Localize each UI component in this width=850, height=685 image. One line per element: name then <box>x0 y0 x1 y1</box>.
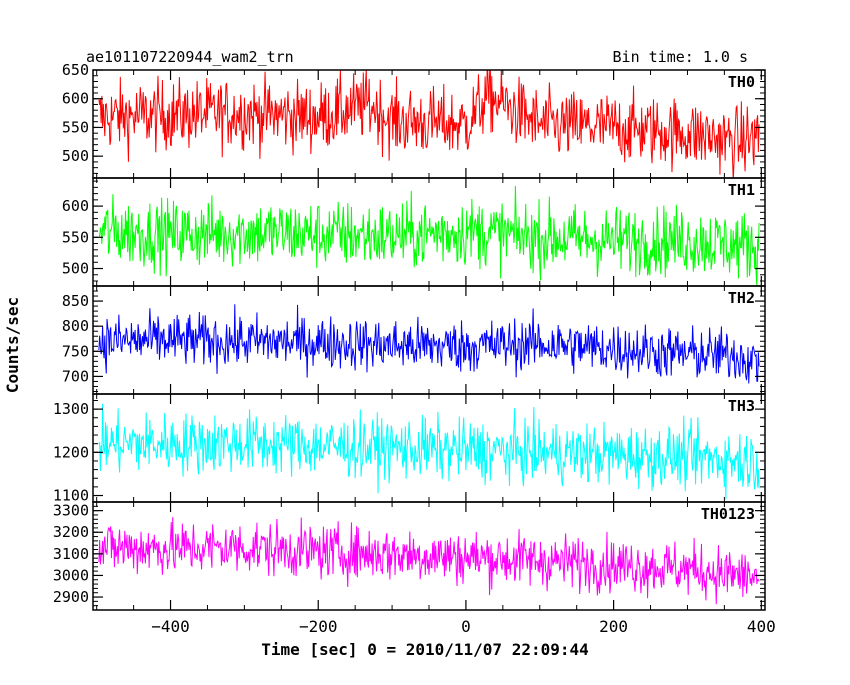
y-tick-label: 600 <box>62 90 89 108</box>
y-tick-label: 3300 <box>53 502 89 520</box>
y-axis-label: Counts/sec <box>3 297 22 393</box>
panel-th0: 500 550 600 650 TH0 <box>62 61 766 179</box>
y-tick-label: 750 <box>62 342 89 360</box>
x-tick-label: −400 <box>151 617 190 636</box>
y-tick-label: 500 <box>62 260 89 278</box>
panel-label-th2: TH2 <box>728 289 755 307</box>
y-tick-label: 2900 <box>53 588 89 606</box>
x-tick-label: 400 <box>747 617 776 636</box>
y-tick-label: 3000 <box>53 566 89 584</box>
series-line-th1 <box>98 185 760 286</box>
x-tick-label: 0 <box>461 617 471 636</box>
y-tick-label: 3200 <box>53 523 89 541</box>
panel-label-th3: TH3 <box>728 397 755 415</box>
y-tick-label: 650 <box>62 61 89 79</box>
series-line-th0123 <box>98 517 760 605</box>
panel-th3: 1100 1200 1300 TH3 <box>53 393 766 505</box>
panel-th0123: 2900 3000 3100 3200 3300 TH0123 <box>53 501 766 611</box>
y-tick-label: 1100 <box>53 487 89 505</box>
y-tick-label: 850 <box>62 292 89 310</box>
series-line-th3 <box>98 403 760 500</box>
series-line-th0 <box>98 70 760 178</box>
panel-label-th1: TH1 <box>728 181 755 199</box>
y-tick-label: 1300 <box>53 400 89 418</box>
bin-time-label: Bin time: 1.0 s <box>613 48 748 66</box>
x-tick-label: −200 <box>299 617 338 636</box>
y-tick-label: 550 <box>62 228 89 246</box>
y-tick-label: 800 <box>62 317 89 335</box>
panel-label-th0: TH0 <box>728 73 755 91</box>
x-tick-label: 200 <box>599 617 628 636</box>
panels-group: 500 550 600 650 TH0 500 550 600 TH1 700 750 800 850 T… <box>53 61 766 611</box>
panel-th1: 500 550 600 TH1 <box>62 177 766 287</box>
y-tick-label: 700 <box>62 367 89 385</box>
y-tick-label: 500 <box>62 147 89 165</box>
x-axis: −400 −200 0 200 400 <box>151 617 775 636</box>
panel-th2: 700 750 800 850 TH2 <box>62 285 766 395</box>
y-tick-label: 600 <box>62 197 89 215</box>
panel-label-th0123: TH0123 <box>701 505 755 523</box>
chart-title: ae101107220944_wam2_trn <box>86 48 294 66</box>
panel-frame <box>92 69 766 179</box>
x-axis-label: Time [sec] 0 = 2010/11/07 22:09:44 <box>261 640 589 659</box>
y-tick-label: 3100 <box>53 545 89 563</box>
y-tick-label: 1200 <box>53 443 89 461</box>
y-tick-label: 550 <box>62 118 89 136</box>
series-line-th2 <box>98 304 760 384</box>
